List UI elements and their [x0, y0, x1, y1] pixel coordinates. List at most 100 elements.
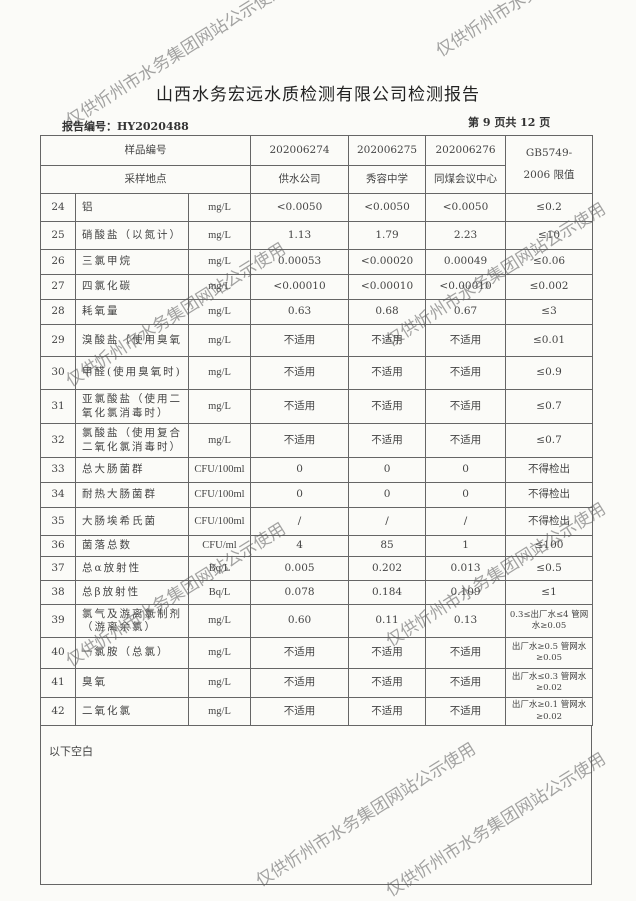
- parameter-name: 总β放射性: [75, 580, 189, 605]
- parameter-name: 氯酸盐（使用复合二氧化氯消毒时）: [75, 423, 189, 458]
- value: <0.0050: [348, 193, 427, 222]
- limit: ≤0.002: [505, 274, 594, 300]
- limit: ≤0.5: [505, 556, 594, 581]
- row-number: 32: [40, 423, 76, 458]
- limit: 出厂水≥0.5 管网水≥0.05: [505, 637, 594, 669]
- unit: CFU/100ml: [187, 457, 252, 483]
- limit: 出厂水≤0.3 管网水≥0.02: [505, 668, 594, 698]
- row-number: 29: [40, 324, 76, 357]
- limit: 0.3≤出厂水≤4 管网水≥0.05: [505, 604, 594, 638]
- value: 4: [250, 535, 350, 557]
- value: 不适用: [250, 389, 350, 424]
- table-row: 28 耗氧量 mg/L 0.63 0.68 0.67 ≤3: [40, 299, 594, 325]
- sample-no: 202006274: [250, 135, 350, 166]
- value: 不适用: [250, 697, 350, 726]
- limit: ≤0.06: [505, 249, 594, 275]
- value: 0: [250, 457, 350, 483]
- value: 不适用: [250, 356, 350, 390]
- unit: mg/L: [187, 324, 252, 357]
- table-row: 35 大肠埃希氏菌 CFU/100ml / / / 不得检出: [40, 507, 594, 536]
- parameter-name: 二氧化氯: [75, 697, 189, 726]
- parameter-name: 总α放射性: [75, 556, 189, 581]
- parameter-name: 四氯化碳: [75, 274, 189, 300]
- row-number: 41: [40, 668, 76, 698]
- value: 不适用: [348, 697, 427, 726]
- parameter-name: 铝: [75, 193, 189, 222]
- table-row: 32 氯酸盐（使用复合二氧化氯消毒时） mg/L 不适用 不适用 不适用 ≤0.7: [40, 423, 594, 458]
- unit: mg/L: [187, 249, 252, 275]
- value: <0.0050: [250, 193, 350, 222]
- site-label: 采样地点: [39, 165, 252, 194]
- unit: mg/L: [187, 389, 252, 424]
- value: 不适用: [348, 668, 427, 698]
- value: 0.202: [348, 556, 427, 581]
- parameter-name: 三氯甲烷: [75, 249, 189, 275]
- value: /: [250, 507, 350, 536]
- unit: mg/L: [187, 299, 252, 325]
- table-row: 31 亚氯酸盐（使用二氧化氯消毒时） mg/L 不适用 不适用 不适用 ≤0.7: [40, 389, 594, 424]
- row-number: 25: [40, 221, 76, 250]
- value: 0: [250, 482, 350, 508]
- value: /: [425, 507, 507, 536]
- value: 0.63: [250, 299, 350, 325]
- value: 2.23: [425, 221, 507, 250]
- row-number: 30: [40, 356, 76, 390]
- value: 0.00049: [425, 249, 507, 275]
- parameter-name: 耐热大肠菌群: [75, 482, 189, 508]
- table-row: 27 四氯化碳 mg/L <0.00010 <0.00010 <0.00010 ≤0.002: [40, 274, 594, 300]
- unit: mg/L: [187, 423, 252, 458]
- table-row: 42 二氧化氯 mg/L 不适用 不适用 不适用 出厂水≥0.1 管网水≥0.02: [40, 697, 594, 726]
- limit: 不得检出: [505, 457, 594, 483]
- value: 0.68: [348, 299, 427, 325]
- parameter-name: 一氯胺（总氯）: [75, 637, 189, 669]
- unit: mg/L: [187, 637, 252, 669]
- parameter-name: 臭氧: [75, 668, 189, 698]
- value: 1: [425, 535, 507, 557]
- value: 不适用: [348, 423, 427, 458]
- row-number: 42: [40, 697, 76, 726]
- watermark: 仅供忻州市水务集团网站公示使用: [430, 0, 636, 61]
- value: <0.00010: [250, 274, 350, 300]
- limit: ≤0.01: [505, 324, 594, 357]
- value: 不适用: [425, 356, 507, 390]
- value: 0.67: [425, 299, 507, 325]
- limit: 不得检出: [505, 482, 594, 508]
- header-row-site: 采样地点 供水公司 秀容中学 同煤会议中心: [39, 165, 593, 194]
- limit: ≤1: [505, 580, 594, 605]
- row-number: 27: [40, 274, 76, 300]
- table-row: 25 硝酸盐（以氮计） mg/L 1.13 1.79 2.23 ≤10: [40, 221, 594, 250]
- limit: ≤0.7: [505, 423, 594, 458]
- parameter-name: 溴酸盐（使用臭氧: [75, 324, 189, 357]
- unit: mg/L: [187, 697, 252, 726]
- row-number: 39: [40, 604, 76, 638]
- unit: CFU/ml: [187, 535, 252, 557]
- value: 0.00053: [250, 249, 350, 275]
- value: 不适用: [348, 389, 427, 424]
- report-title: 山西水务宏远水质检测有限公司检测报告: [156, 85, 480, 105]
- value: 不适用: [250, 637, 350, 669]
- row-number: 34: [40, 482, 76, 508]
- value: 0: [348, 482, 427, 508]
- table-row: 37 总α放射性 Bq/L 0.005 0.202 0.013 ≤0.5: [40, 556, 594, 581]
- row-number: 26: [40, 249, 76, 275]
- value: <0.00010: [348, 274, 427, 300]
- value: 不适用: [348, 356, 427, 390]
- sample-site: 秀容中学: [348, 165, 427, 194]
- table-row: 24 铝 mg/L <0.0050 <0.0050 <0.0050 ≤0.2: [40, 193, 594, 222]
- limit: ≤0.2: [505, 193, 594, 222]
- value: 不适用: [425, 324, 507, 357]
- parameter-name: 亚氯酸盐（使用二氧化氯消毒时）: [75, 389, 189, 424]
- value: 不适用: [425, 697, 507, 726]
- limit: 不得检出: [505, 507, 594, 536]
- value: <0.00010: [425, 274, 507, 300]
- row-number: 24: [40, 193, 76, 222]
- parameter-name: 菌落总数: [75, 535, 189, 557]
- value: <0.0050: [425, 193, 507, 222]
- limit-label-1: GB5749-: [525, 147, 573, 160]
- unit: mg/L: [187, 221, 252, 250]
- unit: CFU/100ml: [187, 482, 252, 508]
- limit: ≤100: [505, 535, 594, 557]
- value: 不适用: [425, 423, 507, 458]
- header-row-sample-no: 样品编号 202006274 202006275 202006276 GB574…: [39, 135, 594, 194]
- report-number: 报告编号：HY2020488: [62, 120, 189, 133]
